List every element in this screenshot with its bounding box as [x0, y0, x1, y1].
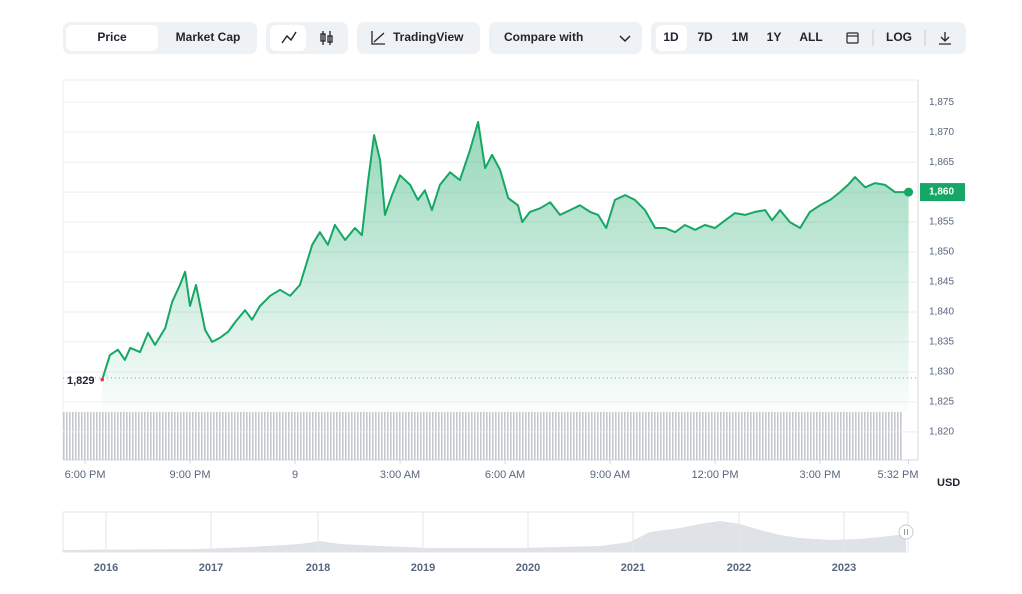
volume-bars — [63, 412, 903, 460]
tradingview-button[interactable] — [357, 22, 480, 54]
range-1d[interactable]: 1D — [663, 30, 679, 44]
year-label: 2016 — [94, 562, 118, 574]
price-badge — [920, 183, 965, 202]
price-tab[interactable]: Price — [97, 30, 127, 44]
tradingview-label: TradingView — [393, 30, 464, 44]
range-all[interactable]: ALL — [799, 30, 822, 44]
x-tick-label: 3:00 AM — [380, 469, 420, 481]
x-tick-label: 12:00 PM — [691, 469, 738, 481]
area-fill — [102, 122, 909, 412]
y-tick-label: 1,840 — [929, 307, 954, 318]
year-label: 2022 — [727, 562, 751, 574]
year-label: 2019 — [411, 562, 435, 574]
y-tick-label: 1,830 — [929, 367, 954, 378]
navigator — [62, 511, 914, 553]
year-label: 2020 — [516, 562, 540, 574]
reference-label: 1,829 — [67, 375, 95, 387]
range-active[interactable] — [656, 25, 687, 51]
candle-icon[interactable] — [320, 31, 333, 45]
tradingview-icon — [371, 31, 385, 45]
calendar-icon[interactable] — [846, 32, 859, 44]
log-toggle[interactable]: LOG — [886, 30, 912, 44]
view-active[interactable] — [66, 25, 158, 51]
y-tick-label: 1,870 — [929, 127, 954, 138]
y-tick-label: 1,835 — [929, 337, 954, 348]
y-tick-label: 1,855 — [929, 217, 954, 228]
range-7d[interactable]: 7D — [697, 30, 713, 44]
year-label: 2017 — [199, 562, 223, 574]
y-tick-label: 1,825 — [929, 397, 954, 408]
x-tick-label: 9:00 PM — [170, 469, 211, 481]
range-1m[interactable]: 1M — [732, 30, 749, 44]
y-tick-label: 1,845 — [929, 277, 954, 288]
unit-label: USD — [937, 477, 960, 489]
year-label: 2021 — [621, 562, 645, 574]
x-tick-label: 9 — [292, 469, 298, 481]
navigator-area — [63, 521, 906, 552]
y-tick-label: 1,850 — [929, 247, 954, 258]
y-tick-label: 1,865 — [929, 157, 954, 168]
line-chart-button[interactable] — [270, 25, 306, 51]
toolbar: Price Market Cap TradingView Compare wit… — [63, 22, 966, 54]
market-cap-tab[interactable]: Market Cap — [176, 30, 241, 44]
range-1y[interactable]: 1Y — [767, 30, 782, 44]
range-toggle — [651, 22, 966, 54]
reference-dot — [100, 377, 104, 382]
price-line — [101, 121, 909, 380]
navigator-handle[interactable] — [898, 524, 914, 540]
last-point — [904, 187, 914, 197]
year-label: 2023 — [832, 562, 856, 574]
x-tick-label: 3:00 PM — [800, 469, 841, 481]
price-badge-label: 1,860 — [929, 187, 954, 198]
year-label: 2018 — [306, 562, 330, 574]
y-tick-label: 1,875 — [929, 97, 954, 108]
compare-label: Compare with — [504, 30, 583, 44]
x-tick-label: 6:00 AM — [485, 469, 525, 481]
compare-dropdown[interactable] — [489, 22, 642, 54]
chevron-icon — [619, 35, 631, 43]
line-icon — [281, 31, 297, 44]
x-tick-label: 5:32 PM — [878, 469, 919, 481]
x-tick-label: 9:00 AM — [590, 469, 630, 481]
download-icon[interactable] — [939, 32, 951, 45]
y-tick-label: 1,820 — [929, 426, 954, 437]
x-tick-label: 6:00 PM — [65, 469, 106, 481]
